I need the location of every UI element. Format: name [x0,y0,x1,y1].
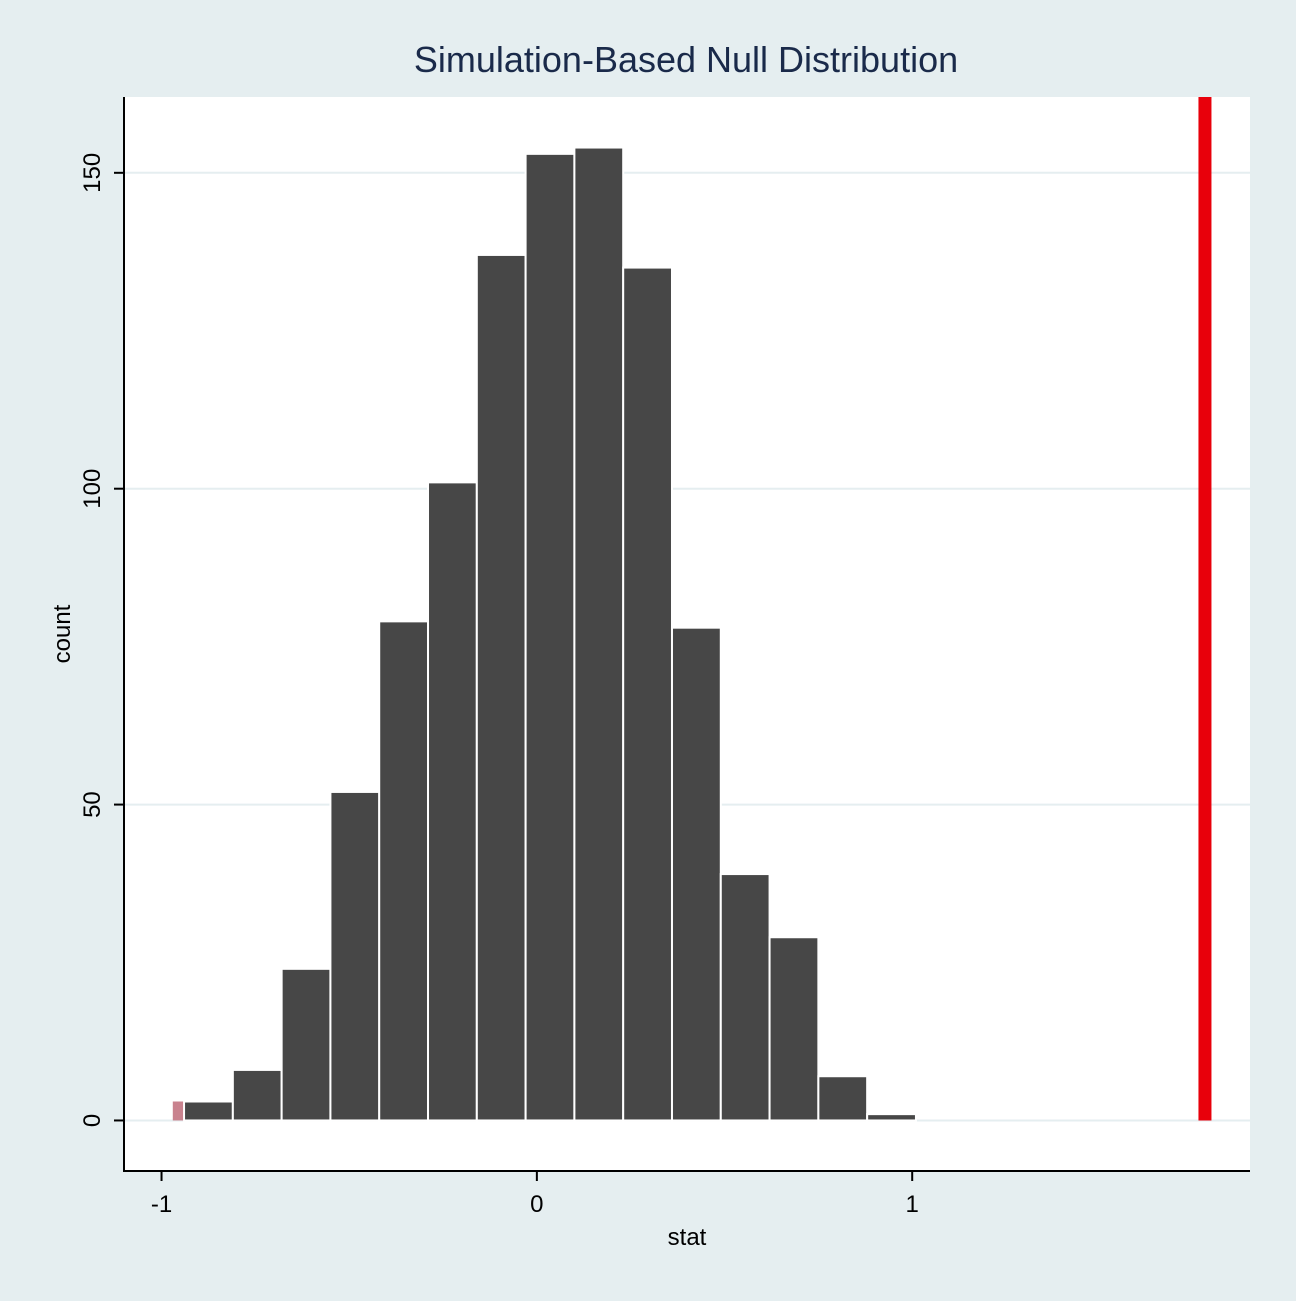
histogram-bar [719,873,771,1122]
histogram-bar [329,790,381,1122]
histogram-bar [524,152,576,1122]
histogram-bar [183,1100,234,1122]
histogram-bar [280,967,332,1122]
histogram-bars [172,146,917,1122]
histogram-bar [573,146,625,1122]
y-tick-label: 150 [79,153,106,193]
y-tick-label: 0 [79,1114,106,1127]
histogram-bar [817,1075,869,1122]
y-tick-label: 100 [79,469,106,509]
shaded-region [172,1101,185,1121]
axes [123,97,1250,1172]
histogram-bar [670,626,722,1122]
histogram-bar [866,1113,917,1122]
histogram-bar [427,481,478,1122]
x-axis-label: stat [668,1224,707,1251]
x-tick-label: 0 [530,1191,543,1218]
y-tick-label: 50 [79,791,106,818]
histogram-bar [622,266,673,1122]
histogram-bar [768,936,820,1122]
x-tick-label: -1 [151,1191,172,1218]
x-tick-label: 1 [906,1191,919,1218]
histogram-bar [231,1068,283,1122]
y-axis-label: count [49,604,76,663]
histogram-bar [475,253,527,1122]
chart-title: Simulation-Based Null Distribution [414,39,958,80]
axis-ticks: -1 0 1 0 50 100 150 [79,153,919,1218]
histogram-bar [378,620,430,1122]
